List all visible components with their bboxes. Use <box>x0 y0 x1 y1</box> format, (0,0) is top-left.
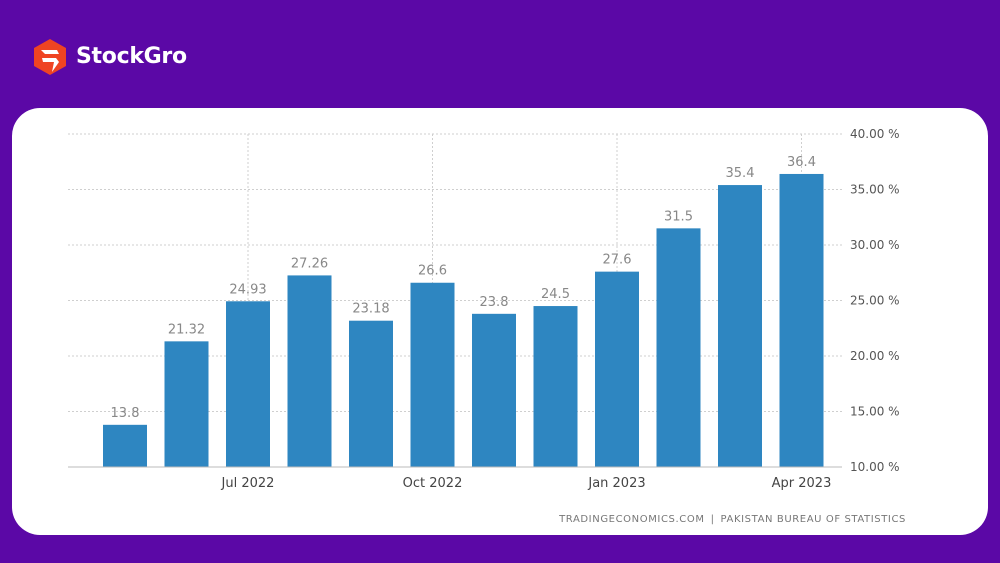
bar-value-label: 23.8 <box>480 295 509 310</box>
source-site: TRADINGECONOMICS.COM <box>559 514 705 525</box>
bar <box>656 228 701 467</box>
bar <box>349 320 393 467</box>
bar-value-label: 24.93 <box>229 282 266 297</box>
y-tick-label: 20.00 % <box>850 349 900 363</box>
bar <box>226 301 270 467</box>
chart-card: 10.00 % 15.00 % 20.00 % 25.00 % 30.00 % 35.00… <box>12 108 988 535</box>
bar-value-label: 21.32 <box>168 322 205 337</box>
brand-name: StockGro <box>76 43 187 69</box>
y-tick-label: 30.00 % <box>850 238 900 252</box>
inflation-bar-chart: 10.00 % 15.00 % 20.00 % 25.00 % 30.00 % 35.00… <box>68 127 900 491</box>
source-provider: PAKISTAN BUREAU OF STATISTICS <box>720 514 906 525</box>
x-tick-label: Apr 2023 <box>772 476 832 491</box>
y-tick-label: 35.00 % <box>850 183 900 197</box>
bar-value-label: 35.4 <box>726 166 755 181</box>
bar-value-label: 27.26 <box>291 256 328 271</box>
source-attribution: TRADINGECONOMICS.COM | PAKISTAN BUREAU OF … <box>559 514 906 525</box>
y-tick-label: 15.00 % <box>850 405 900 419</box>
x-tick-label: Oct 2022 <box>403 476 463 491</box>
bar-value-label: 24.5 <box>541 287 570 302</box>
stockgro-logo-icon <box>34 39 66 75</box>
y-tick-label: 10.00 % <box>850 460 900 474</box>
bar <box>287 275 332 467</box>
bar <box>595 271 639 467</box>
x-tick-label: Jan 2023 <box>587 476 645 491</box>
bar-value-label: 23.18 <box>352 302 389 317</box>
bar <box>779 173 824 467</box>
bar-value-label: 36.4 <box>787 155 816 170</box>
bar <box>103 424 147 467</box>
bar <box>533 306 578 467</box>
bar-value-label: 31.5 <box>664 209 693 224</box>
x-tick-label: Jul 2022 <box>221 476 275 491</box>
brand: StockGro <box>30 36 187 76</box>
source-separator: | <box>710 514 715 525</box>
bar <box>718 185 762 467</box>
bar <box>164 341 209 467</box>
bar-value-label: 26.6 <box>418 264 447 279</box>
y-tick-label: 40.00 % <box>850 127 900 141</box>
bar-value-label: 27.6 <box>603 253 632 268</box>
bar <box>410 282 455 467</box>
bar <box>472 313 516 467</box>
bar-value-label: 13.8 <box>111 406 140 421</box>
y-tick-label: 25.00 % <box>850 294 900 308</box>
